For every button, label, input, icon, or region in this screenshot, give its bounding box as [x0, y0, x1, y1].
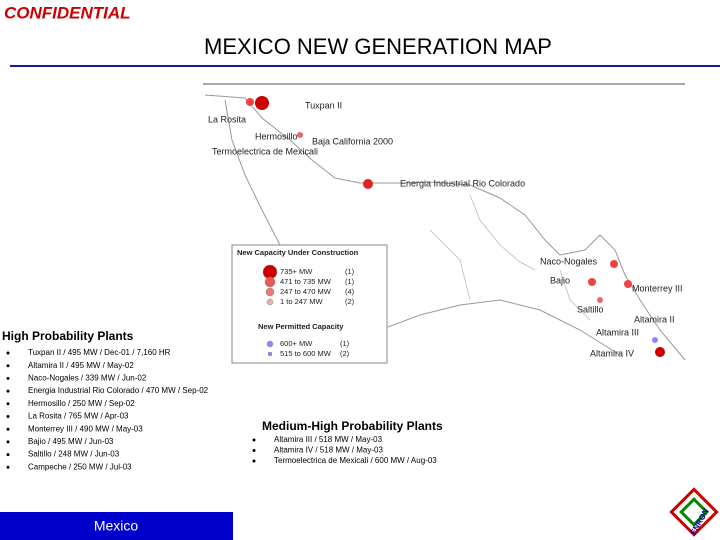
- legend-label: 247 to 470 MW: [280, 287, 332, 296]
- legend-title: New Capacity Under Construction: [237, 248, 359, 257]
- legend-symbol: [266, 340, 274, 348]
- legend-label: 471 to 735 MW: [280, 277, 332, 286]
- logo: [669, 487, 719, 537]
- legend-box: [231, 244, 388, 364]
- plant-marker: [255, 96, 269, 110]
- list-item: Monterrey III / 490 MW / May-03: [28, 424, 143, 433]
- bullet-list: Tuxpan II / 495 MW / Dec-01 / 7,160 HR Al…: [6, 348, 209, 471]
- list-item: Hermosillo / 250 MW / Sep-02: [28, 399, 135, 408]
- plant-marker: [624, 280, 632, 288]
- map-label: Altamira II: [634, 314, 675, 324]
- legend-count: (1): [345, 267, 355, 276]
- map-label: Monterrey III: [632, 283, 683, 293]
- list-item: Bajio / 495 MW / Jun-03: [28, 437, 114, 446]
- plant-marker: [610, 260, 618, 268]
- bullet: [252, 449, 256, 452]
- legend-label: 600+ MW: [280, 339, 313, 348]
- legend-count: (1): [340, 339, 350, 348]
- map-label: Tuxpan II: [305, 100, 342, 110]
- bullet: [6, 364, 10, 368]
- list-item: Termoelectrica de Mexicali / 600 MW / Au…: [274, 456, 437, 465]
- map-label: La Rosita: [208, 114, 246, 124]
- legend-symbol: [267, 351, 273, 357]
- plant-marker: [597, 297, 603, 303]
- confidential: CONFIDENTIAL: [4, 3, 131, 22]
- list-item: Altamira III / 518 MW / May-03: [274, 435, 383, 444]
- legend-symbol: [266, 298, 274, 306]
- bullet: [6, 402, 10, 406]
- bullet: [6, 351, 10, 355]
- legend-label: 515 to 600 MW: [280, 349, 332, 358]
- list-item: Campeche / 250 MW / Jul-03: [28, 462, 132, 471]
- title: MEXICO NEW GENERATION MAP: [204, 34, 552, 59]
- logo-mark: [679, 497, 709, 527]
- legend-label: 735+ MW: [280, 267, 313, 276]
- bullet: [6, 415, 10, 418]
- bullet: [252, 438, 256, 442]
- bullet: [6, 453, 10, 457]
- logo-mark: [669, 487, 719, 537]
- map-label: Hermosillo: [255, 131, 298, 141]
- bullet: [6, 427, 10, 431]
- map-borders: [429, 194, 591, 321]
- plant-marker: [297, 132, 303, 138]
- legend-symbol: [264, 276, 276, 288]
- plant-marker: [246, 98, 254, 106]
- list-item: Altamira II / 495 MW / May-02: [28, 361, 134, 370]
- list-item: Energia Industrial Rio Colorado / 470 MW…: [28, 386, 209, 395]
- plant-marker: [588, 278, 596, 286]
- bullet: [6, 440, 10, 444]
- footer-bar: [0, 512, 233, 540]
- map-label: Saltillo: [577, 304, 604, 314]
- map-label: Altamira IV: [590, 348, 634, 358]
- map-label: Energia Industrial Rio Colorado: [400, 178, 525, 188]
- bullet-list: Altamira III / 518 MW / May-03 Altamira I…: [252, 435, 437, 465]
- bullet: [6, 465, 10, 469]
- plant-marker: [655, 347, 665, 357]
- legend-label: 1 to 247 MW: [280, 297, 323, 306]
- legend-group: 735+ MW (1) 471 to 735 MW (1) 247 to 470 MW (…: [262, 264, 355, 306]
- legend-count: (2): [345, 297, 355, 306]
- map-label: Altamira III: [596, 327, 639, 337]
- map-label: Bajio: [550, 275, 570, 285]
- footer-label: Mexico: [94, 518, 139, 534]
- plant-marker: [652, 337, 658, 343]
- list-title: High Probability Plants: [2, 329, 134, 343]
- bullet: [252, 459, 256, 463]
- map-label: Termoelectrica de Mexicali: [212, 146, 318, 156]
- legend-title: New Permitted Capacity: [258, 322, 344, 331]
- list-item: Altamira IV / 518 MW / May-03: [274, 446, 383, 455]
- plant-marker: [363, 179, 373, 189]
- list-item: Tuxpan II / 495 MW / Dec-01 / 7,160 HR: [28, 348, 171, 357]
- map-label: Naco-Nogales: [540, 256, 598, 266]
- list-item: Saltillo / 248 MW / Jun-03: [28, 450, 120, 459]
- bullet: [6, 389, 10, 393]
- legend-count: (1): [345, 277, 355, 286]
- list-item: Naco-Nogales / 339 MW / Jun-02: [28, 374, 147, 383]
- list-item: La Rosita / 765 MW / Apr-03: [28, 412, 129, 421]
- list-title: Medium-High Probability Plants: [262, 419, 443, 433]
- bullet: [6, 376, 10, 380]
- map-label: Baja California 2000: [312, 136, 393, 146]
- legend-count: (4): [345, 287, 355, 296]
- legend-group: 600+ MW (1) 515 to 600 MW (2): [266, 339, 350, 358]
- legend-count: (2): [340, 349, 350, 358]
- legend-symbol: [265, 287, 275, 297]
